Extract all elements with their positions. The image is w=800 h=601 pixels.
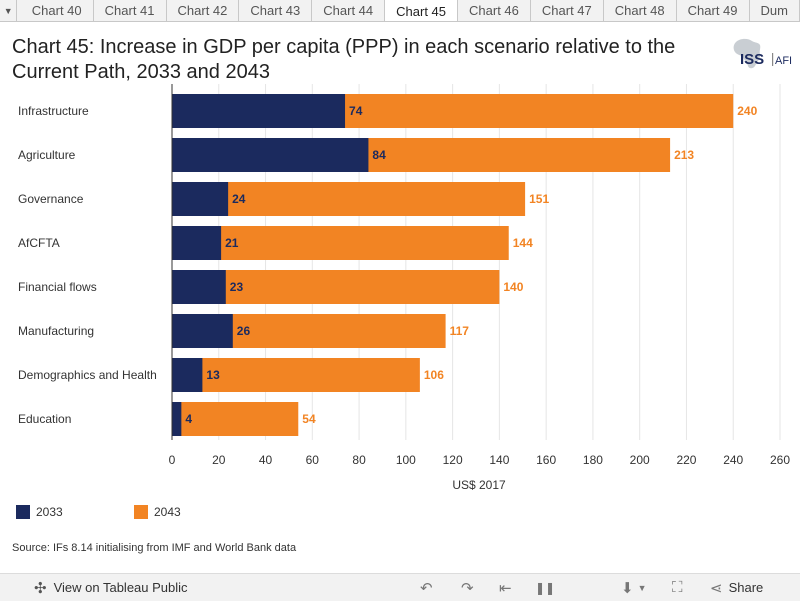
tab-chart-48[interactable]: Chart 48 [603, 0, 677, 21]
tableau-toolbar: ✣ View on Tableau Public ↶ ↷ ⇤ ❚❚ ⬇ ▼ ⛶ … [0, 573, 800, 601]
redo-button[interactable]: ↷ [461, 574, 474, 601]
category-label: Agriculture [18, 148, 76, 162]
share-icon: ⋖ [710, 579, 723, 597]
bar-2033 [172, 138, 369, 172]
undo-icon: ↶ [420, 579, 433, 597]
tab-chart-47[interactable]: Chart 47 [530, 0, 604, 21]
revert-button[interactable]: ⇤ [499, 574, 512, 601]
redo-icon: ↷ [461, 579, 474, 597]
data-label-2043: 240 [737, 104, 757, 118]
category-label: AfCFTA [18, 236, 60, 250]
tableau-logo-icon: ✣ [34, 579, 47, 597]
bar-2043 [172, 182, 526, 216]
fullscreen-button[interactable]: ⛶ [672, 574, 683, 601]
logo-subtext: AFI [775, 55, 792, 67]
legend-label-2043: 2043 [154, 505, 181, 519]
download-button[interactable]: ⬇ ▼ [621, 574, 647, 601]
view-on-tableau-label: View on Tableau Public [53, 580, 188, 595]
tab-chart-42[interactable]: Chart 42 [166, 0, 240, 21]
data-label-2043: 151 [529, 192, 549, 206]
bar-2043 [172, 226, 509, 260]
x-tick-label: 140 [489, 453, 509, 467]
bar-2033 [172, 270, 226, 304]
revert-icon: ⇤ [499, 579, 512, 597]
data-label-2033: 26 [237, 324, 251, 338]
bar-2033 [172, 314, 233, 348]
undo-button[interactable]: ↶ [420, 574, 433, 601]
x-tick-label: 120 [443, 453, 463, 467]
fullscreen-icon: ⛶ [672, 579, 683, 596]
x-tick-label: 100 [396, 453, 416, 467]
x-tick-label: 180 [583, 453, 603, 467]
legend-swatch-2033 [16, 505, 30, 519]
download-icon: ⬇ [621, 579, 634, 597]
pause-icon: ❚❚ [535, 580, 556, 595]
data-label-2033: 84 [372, 148, 386, 162]
tab-dum[interactable]: Dum [749, 0, 800, 21]
chart-title: Chart 45: Increase in GDP per capita (PP… [12, 36, 676, 81]
category-label: Governance [18, 192, 84, 206]
tab-chart-41[interactable]: Chart 41 [93, 0, 167, 21]
tab-chart-46[interactable]: Chart 46 [458, 0, 531, 21]
data-label-2033: 24 [232, 192, 246, 206]
x-tick-label: 80 [352, 453, 366, 467]
legend-swatch-2043 [134, 505, 148, 519]
bar-2033 [172, 94, 346, 128]
x-tick-label: 160 [536, 453, 556, 467]
x-tick-label: 200 [630, 453, 650, 467]
data-label-2043: 106 [424, 368, 444, 382]
bar-2043 [172, 358, 420, 392]
source-note: Source: IFs 8.14 initialising from IMF a… [12, 542, 297, 554]
bar-2033 [172, 402, 182, 436]
category-label: Financial flows [18, 280, 97, 294]
pause-button[interactable]: ❚❚ [535, 574, 555, 601]
data-label-2033: 4 [185, 412, 192, 426]
tab-chart-40[interactable]: Chart 40 [20, 0, 94, 21]
category-label: Infrastructure [18, 104, 89, 118]
legend-item-2043[interactable]: 2043 [134, 505, 181, 519]
share-button[interactable]: ⋖ Share [710, 574, 763, 601]
category-label: Education [18, 412, 71, 426]
x-tick-label: 20 [212, 453, 226, 467]
bar-2043 [172, 270, 500, 304]
bar-2033 [172, 358, 203, 392]
data-label-2033: 21 [225, 236, 239, 250]
legend-label-2033: 2033 [36, 505, 63, 519]
x-tick-label: 0 [169, 453, 176, 467]
data-label-2043: 140 [503, 280, 523, 294]
tab-chart-49[interactable]: Chart 49 [676, 0, 750, 21]
x-axis-title: US$ 2017 [452, 478, 506, 492]
x-tick-label: 60 [306, 453, 320, 467]
legend-item-2033[interactable]: 2033 [16, 505, 63, 519]
bar-2033 [172, 226, 222, 260]
data-label-2043: 117 [450, 324, 470, 338]
x-tick-label: 40 [259, 453, 273, 467]
tab-menu-caret-icon[interactable]: ▼ [0, 0, 18, 21]
data-label-2043: 144 [513, 236, 533, 250]
data-label-2033: 13 [206, 368, 220, 382]
x-tick-label: 260 [770, 453, 790, 467]
x-tick-label: 220 [676, 453, 696, 467]
dropdown-caret-icon: ▼ [637, 582, 647, 593]
data-label-2033: 23 [230, 280, 244, 294]
iss-afi-logo: ISS AFI [733, 38, 792, 69]
view-on-tableau-link[interactable]: ✣ View on Tableau Public [34, 574, 188, 601]
share-label: Share [728, 580, 764, 595]
tab-chart-45[interactable]: Chart 45 [385, 0, 459, 21]
data-label-2043: 213 [674, 148, 694, 162]
category-label: Demographics and Health [18, 368, 157, 382]
tab-chart-44[interactable]: Chart 44 [312, 0, 386, 21]
tab-chart-43[interactable]: Chart 43 [239, 0, 313, 21]
x-tick-label: 240 [723, 453, 743, 467]
category-label: Manufacturing [18, 324, 94, 338]
data-label-2043: 54 [302, 412, 316, 426]
bar-2043 [172, 402, 299, 436]
bar-2033 [172, 182, 229, 216]
logo-text: ISS [740, 51, 764, 68]
data-label-2033: 74 [349, 104, 363, 118]
